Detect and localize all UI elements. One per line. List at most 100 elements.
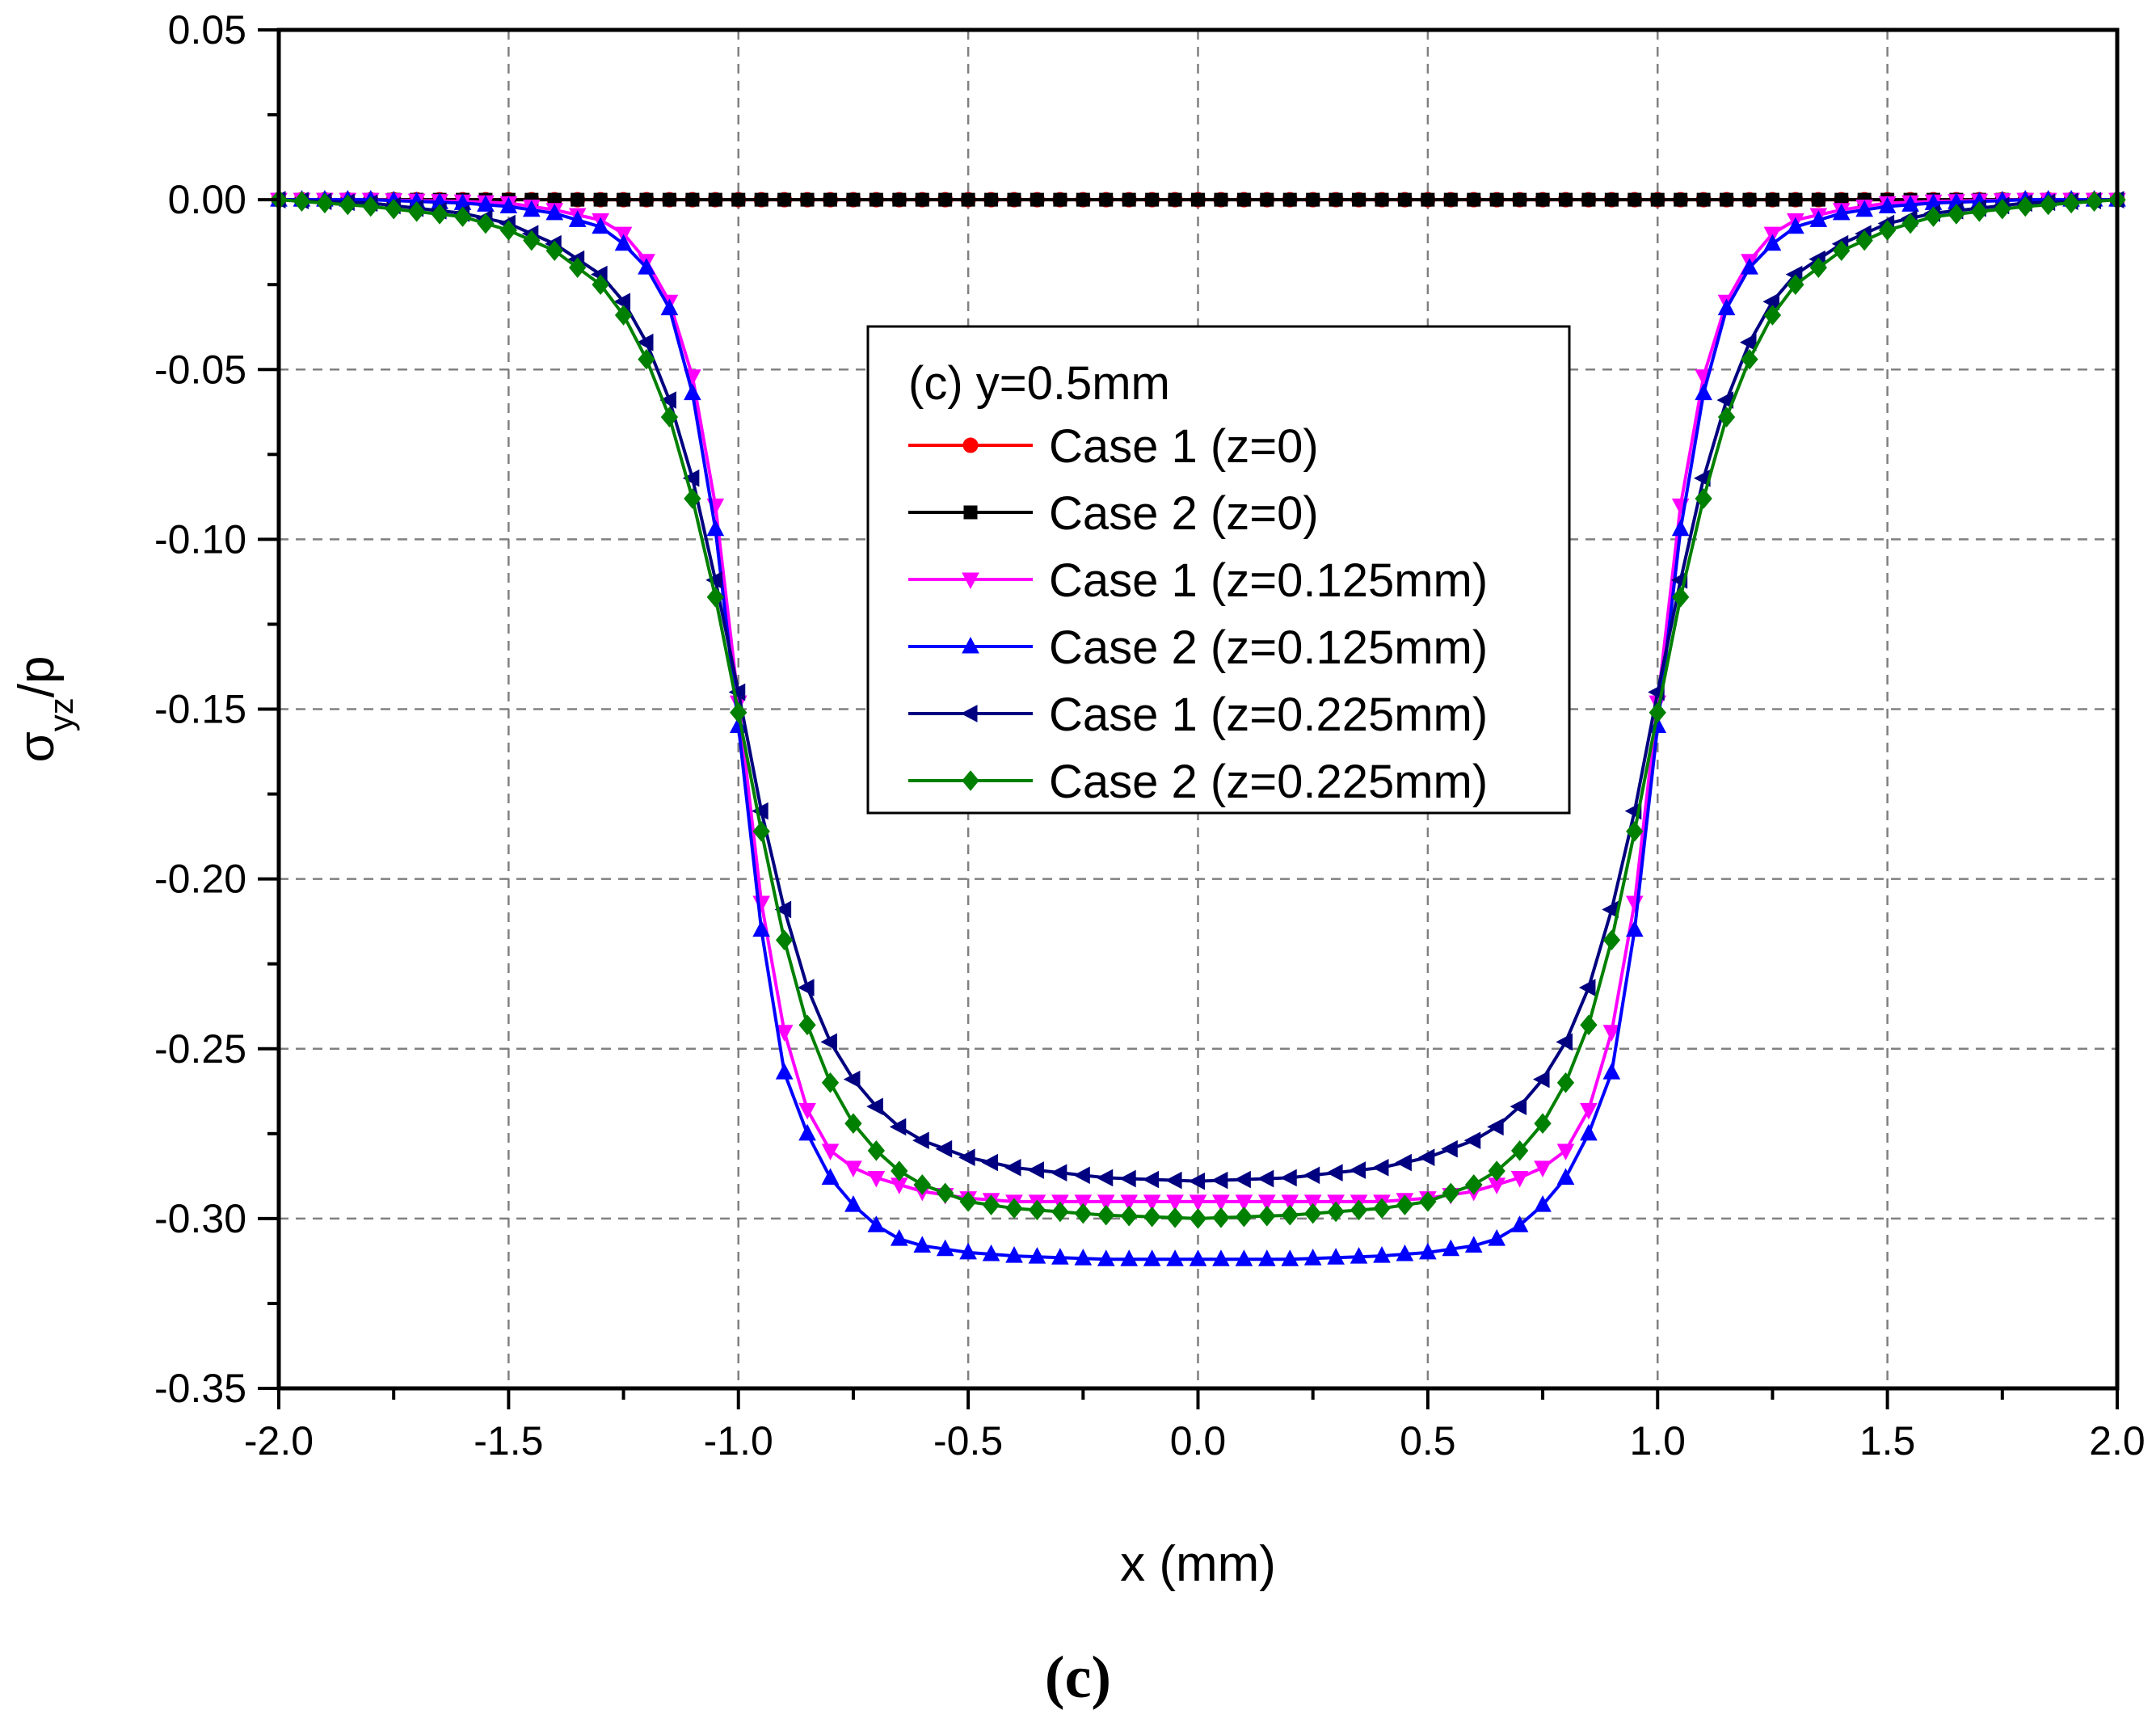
series-point — [1628, 192, 1642, 207]
series-point — [1143, 1249, 1161, 1266]
series-point — [1119, 1169, 1136, 1188]
series-point — [1166, 1207, 1184, 1228]
series-point — [1556, 1072, 1575, 1093]
series-point — [1235, 1194, 1253, 1211]
series-point — [1717, 298, 1736, 316]
series-point — [1534, 1160, 1552, 1177]
legend-entry: Case 1 (z=0.125mm) — [908, 554, 1488, 607]
series-point — [1122, 192, 1136, 207]
series-point — [1741, 348, 1758, 370]
series-point — [1074, 1194, 1093, 1211]
series-point — [1421, 192, 1435, 207]
legend-label: Case 1 (z=0.225mm) — [1049, 689, 1488, 741]
legend-box — [866, 325, 1571, 815]
series-point — [1260, 192, 1274, 207]
legend-entry: Case 1 (z=0) — [908, 420, 1319, 473]
series-point — [1720, 192, 1734, 207]
x-axis-title: x (mm) — [1120, 1536, 1276, 1592]
series-point — [617, 192, 631, 207]
series-point — [867, 1140, 886, 1161]
series-point — [1762, 293, 1779, 311]
series-point — [1442, 1239, 1460, 1257]
series-point — [1556, 1168, 1575, 1185]
series-point — [477, 213, 495, 234]
series-point — [1235, 1206, 1253, 1228]
series-point — [1441, 1139, 1458, 1158]
series-point — [890, 1229, 908, 1246]
series-point — [798, 1014, 816, 1036]
series-point — [339, 194, 356, 216]
series-point — [1053, 192, 1067, 207]
series-point — [1855, 200, 1874, 217]
series-point — [891, 1160, 908, 1181]
series-point — [1074, 1202, 1092, 1224]
series-point — [1097, 1249, 1115, 1266]
series-point — [1191, 192, 1205, 207]
series-point — [684, 488, 701, 509]
series-point — [293, 191, 311, 213]
legend-entry: Case 1 (z=0.225mm) — [908, 689, 1488, 741]
legend-label: Case 1 (z=0.125mm) — [1049, 554, 1488, 607]
series-point — [1189, 1194, 1207, 1211]
series-point — [1787, 274, 1804, 295]
y-tick-label: 0.00 — [168, 177, 246, 222]
series-point — [1212, 1207, 1230, 1228]
series-point — [1281, 1194, 1299, 1211]
series-point — [1463, 1131, 1481, 1150]
series-point — [1099, 192, 1114, 207]
legend-entries: Case 1 (z=0) Case 2 (z=0) Case 1 (z=0.125m… — [908, 420, 1488, 808]
legend-marker — [962, 636, 979, 654]
series-point — [1211, 1171, 1228, 1190]
series-point — [662, 192, 676, 207]
series-point — [774, 900, 792, 919]
series-point — [821, 1072, 840, 1093]
series-point — [1005, 1198, 1023, 1219]
legend-label: Case 2 (z=0) — [1049, 487, 1319, 540]
series-point — [889, 1118, 907, 1136]
series-point — [1327, 1248, 1345, 1265]
series-point — [892, 192, 907, 207]
legend-title: (c) y=0.5mm — [908, 357, 1170, 410]
series-point — [705, 571, 722, 589]
series-point — [1811, 192, 1825, 207]
series-point — [659, 391, 676, 409]
series-point — [1580, 1014, 1598, 1036]
series-point — [730, 701, 747, 723]
series-point — [1188, 1172, 1205, 1190]
series-point — [545, 240, 563, 261]
series-point — [1765, 192, 1779, 207]
series-point — [1304, 1202, 1322, 1224]
series-point — [1189, 1208, 1207, 1229]
series-point — [545, 203, 564, 221]
series-point — [499, 196, 518, 214]
axes: -2.0 -1.5 -1.0 -0.5 0.0 0.5 1.0 1.5 2.0 0.05 0.00 -… — [154, 7, 2145, 1464]
series-point — [1030, 192, 1044, 207]
series-point — [1373, 1246, 1391, 1263]
legend-marker — [962, 437, 979, 453]
plot-series — [268, 189, 2126, 1266]
series-point — [1143, 1206, 1161, 1228]
series-point — [453, 206, 472, 227]
series-point — [1649, 701, 1666, 723]
series-point — [638, 258, 655, 275]
series-point — [1419, 1191, 1437, 1212]
series-point — [1097, 1204, 1115, 1226]
series-point — [1674, 192, 1688, 207]
y-axis-title-suffix: /p — [9, 656, 65, 698]
series-point — [867, 1170, 886, 1188]
series-point — [1604, 192, 1619, 207]
series-point — [639, 192, 654, 207]
series-point — [593, 192, 608, 207]
series-point — [1739, 333, 1757, 352]
series-point — [1373, 1198, 1391, 1219]
series-point — [1050, 1164, 1067, 1181]
series-point — [1257, 1194, 1276, 1211]
series-point — [1650, 192, 1665, 207]
series-point — [1164, 1171, 1182, 1190]
series-point — [1717, 406, 1736, 428]
series-point — [1235, 1249, 1253, 1266]
series-point — [754, 192, 768, 207]
series-point — [961, 192, 975, 207]
series-point — [913, 1174, 931, 1195]
series-point — [569, 257, 587, 278]
